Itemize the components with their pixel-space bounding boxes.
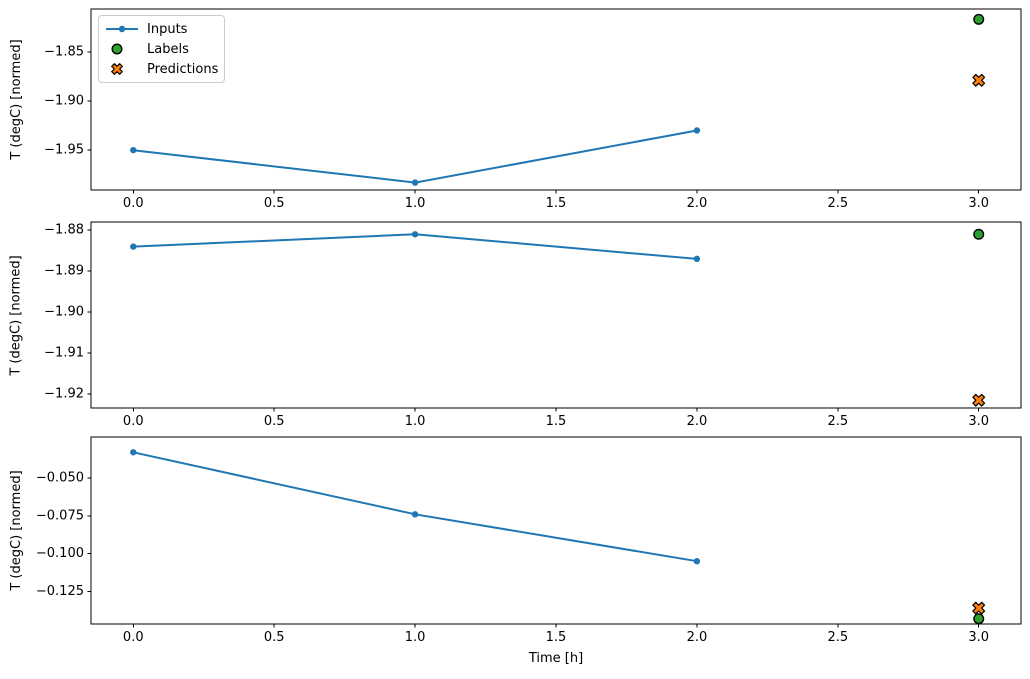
inputs-marker (411, 511, 419, 518)
axes-frame (90, 221, 1022, 409)
x-tick-label: 0.5 (264, 630, 285, 645)
axes-frame (90, 436, 1022, 625)
inputs-marker (130, 449, 137, 456)
inputs-marker (693, 255, 701, 263)
y-tick-label: −1.91 (44, 346, 84, 361)
predictions-marker (972, 73, 986, 87)
x-tick-label: 0.0 (123, 414, 144, 429)
x-tick-label: 1.5 (546, 196, 567, 211)
labels-circle-icon (104, 41, 140, 57)
x-tick-label: 1.5 (546, 630, 567, 645)
inputs-line-dot-icon (104, 21, 140, 37)
y-axis-label-subplot-2: T (degC) [normed] (8, 254, 24, 376)
x-axis-label: Time [h] (528, 651, 584, 666)
predictions-marker (972, 601, 986, 615)
y-tick-label: −0.125 (36, 584, 84, 599)
axes-frame (90, 8, 1022, 191)
inputs-marker (411, 231, 419, 238)
y-tick-label: −1.88 (44, 223, 84, 238)
legend-x (111, 63, 123, 75)
labels-marker (973, 13, 985, 25)
legend-dot (118, 25, 126, 33)
y-tick-label: −1.90 (44, 305, 84, 320)
inputs-line (132, 451, 698, 563)
inputs-line (132, 233, 698, 260)
legend-label-inputs: Inputs (147, 21, 188, 37)
x-tick-label: 0.0 (123, 196, 144, 211)
circle-glyph (111, 43, 123, 55)
labels-marker (973, 613, 985, 625)
x-glyph (111, 63, 123, 75)
y-axis-label-subplot-1: T (degC) [normed] (8, 39, 24, 160)
legend-item-labels: Labels (99, 39, 224, 59)
y-tick-label: −1.85 (44, 44, 84, 59)
x-tick-label: 0.5 (264, 414, 285, 429)
inputs-marker (130, 243, 137, 250)
inputs-marker (411, 179, 419, 186)
x-tick-label: 1.0 (405, 630, 426, 645)
legend-label-labels: Labels (147, 41, 189, 57)
x-tick-label: 2.0 (687, 630, 708, 645)
y-tick-label: −1.92 (44, 387, 84, 402)
x-tick-label: 0.0 (123, 630, 144, 645)
y-tick-label: −0.050 (36, 471, 84, 486)
x-tick-label: 2.0 (687, 414, 708, 429)
line-dot-glyph (106, 25, 138, 33)
y-tick-label: −1.89 (44, 264, 84, 279)
y-tick-label: −0.100 (36, 546, 84, 561)
subplot-2: 0.0 0.5 1.0 1.5 2.0 2.5 3.0 −1.88 −1.89 −1.90 −1.9… (44, 221, 1022, 429)
x-tick-label: 2.0 (687, 196, 708, 211)
legend-item-inputs: Inputs (99, 19, 224, 39)
x-tick-label: 1.0 (405, 196, 426, 211)
labels-marker (973, 228, 985, 240)
inputs-line (132, 129, 698, 184)
legend-label-predictions: Predictions (147, 61, 219, 77)
y-tick-label: −1.95 (44, 143, 84, 158)
x-tick-label: 2.5 (827, 414, 848, 429)
legend-item-predictions: Predictions (99, 59, 224, 79)
inputs-marker (693, 127, 701, 134)
legend-circle (111, 43, 123, 55)
y-axis-label-subplot-3: T (degC) [normed] (8, 470, 24, 591)
legend: Inputs Labels Predictions (98, 15, 225, 83)
x-tick-label: 1.0 (405, 414, 426, 429)
y-tick-label: −1.90 (44, 93, 84, 108)
x-tick-label: 2.5 (827, 196, 848, 211)
y-tick-label: −0.075 (36, 508, 84, 523)
inputs-marker (130, 146, 137, 154)
subplot-1: 0.0 0.5 1.0 1.5 2.0 2.5 3.0 −1.85 −1.90 −1.95 (44, 8, 1022, 211)
x-tick-label: 3.0 (968, 196, 989, 211)
predictions-marker (972, 393, 986, 407)
x-tick-label: 1.5 (546, 414, 567, 429)
x-tick-label: 2.5 (827, 630, 848, 645)
x-tick-label: 3.0 (968, 630, 989, 645)
x-tick-label: 0.5 (264, 196, 285, 211)
predictions-x-icon (104, 61, 140, 77)
subplot-3: 0.0 0.5 1.0 1.5 2.0 2.5 3.0 −0.050 −0.075 −0.100 −… (36, 436, 1022, 645)
inputs-marker (693, 558, 701, 565)
x-tick-label: 3.0 (968, 414, 989, 429)
